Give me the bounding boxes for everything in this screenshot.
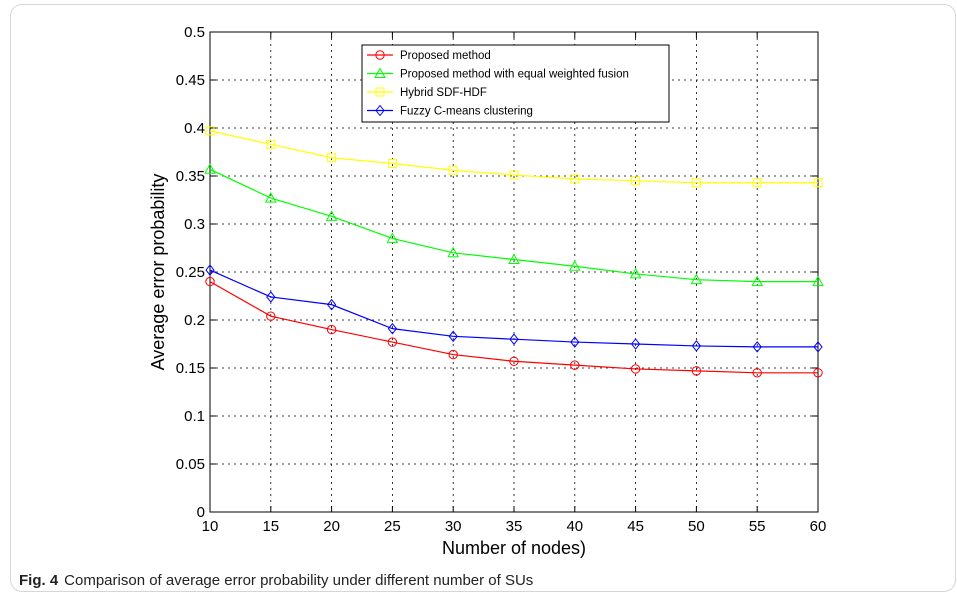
legend-entry: Fuzzy C-means clustering bbox=[367, 104, 533, 118]
data-point bbox=[386, 232, 399, 243]
data-point bbox=[508, 253, 520, 265]
y-tick-label: 0.3 bbox=[184, 216, 205, 233]
data-point bbox=[812, 275, 824, 287]
data-point bbox=[448, 165, 458, 175]
data-point bbox=[813, 341, 823, 353]
data-point bbox=[691, 366, 702, 376]
series-2 bbox=[204, 163, 824, 287]
data-point bbox=[752, 368, 762, 378]
y-tick-label: 0.45 bbox=[176, 72, 205, 89]
y-tick-label: 0.35 bbox=[176, 168, 205, 185]
y-tick-label: 0.5 bbox=[184, 24, 205, 41]
x-tick-label: 55 bbox=[749, 518, 766, 535]
data-point bbox=[752, 178, 762, 188]
data-point bbox=[327, 153, 337, 163]
data-point bbox=[568, 260, 581, 271]
axis-ticks: 10 15 20 25 30 35 40 45 50 55 60 0 0.05 0.1 0.15 0.2 0.2… bbox=[176, 24, 827, 535]
series-line bbox=[209, 269, 818, 348]
data-point bbox=[630, 338, 641, 350]
data-point bbox=[570, 360, 580, 370]
figure-caption: Fig. 4 Comparison of average error probab… bbox=[19, 572, 533, 589]
data-point bbox=[752, 341, 762, 353]
data-point bbox=[509, 356, 519, 366]
data-point bbox=[509, 333, 519, 346]
data-point bbox=[570, 174, 580, 184]
series-4 bbox=[205, 264, 823, 353]
data-point bbox=[387, 322, 398, 335]
data-point bbox=[691, 340, 702, 352]
data-point bbox=[205, 276, 215, 287]
series-line bbox=[209, 168, 818, 283]
legend-box bbox=[361, 44, 670, 123]
figure-label: Fig. 4 bbox=[19, 572, 59, 589]
data-point bbox=[691, 178, 701, 188]
series-1 bbox=[205, 276, 823, 378]
data-point bbox=[813, 178, 823, 188]
data-point bbox=[631, 176, 641, 186]
legend-entry: Proposed method bbox=[367, 50, 491, 62]
x-tick-label: 25 bbox=[384, 518, 401, 535]
data-point bbox=[205, 264, 215, 276]
data-point bbox=[205, 126, 215, 136]
data-point bbox=[751, 275, 764, 287]
legend-marker bbox=[375, 104, 385, 117]
data-point bbox=[447, 246, 460, 258]
y-tick-label: 0.05 bbox=[176, 456, 205, 473]
x-tick-label: 10 bbox=[202, 518, 219, 535]
x-tick-label: 15 bbox=[262, 518, 279, 535]
y-tick-label: 0 bbox=[197, 504, 205, 521]
legend-label: Fuzzy C-means clustering bbox=[400, 106, 533, 118]
data-point bbox=[204, 163, 216, 174]
data-point bbox=[570, 336, 580, 348]
y-tick-label: 0.1 bbox=[184, 408, 205, 425]
x-tick-label: 50 bbox=[688, 518, 705, 535]
legend-marker bbox=[375, 50, 385, 60]
y-axis-title: Average error probability bbox=[148, 174, 168, 371]
figure-caption-text: Comparison of average error probability … bbox=[64, 572, 534, 589]
line-chart: 10 15 20 25 30 35 40 45 50 55 60 0 0.05 0.1 0.15 0.2 0.2… bbox=[148, 24, 827, 558]
data-point bbox=[448, 349, 458, 360]
legend-label: Proposed method with equal weighted fusi… bbox=[400, 69, 629, 81]
legend-label: Proposed method bbox=[400, 50, 491, 62]
data-point bbox=[448, 330, 458, 343]
data-point bbox=[387, 159, 397, 169]
data-point bbox=[326, 298, 337, 311]
y-tick-label: 0.15 bbox=[176, 360, 205, 377]
legend-marker bbox=[375, 87, 385, 97]
data-point bbox=[690, 273, 703, 285]
data-point bbox=[629, 267, 642, 279]
data-point bbox=[266, 311, 276, 321]
x-tick-label: 40 bbox=[566, 518, 583, 535]
x-axis-title: Number of nodes) bbox=[442, 538, 586, 558]
data-point bbox=[813, 368, 823, 378]
data-point bbox=[264, 192, 277, 203]
series-group bbox=[204, 126, 824, 378]
data-point bbox=[325, 210, 338, 221]
series-line bbox=[209, 130, 818, 184]
x-tick-label: 60 bbox=[810, 518, 827, 535]
y-tick-label: 0.4 bbox=[184, 120, 205, 137]
data-point bbox=[509, 170, 519, 180]
data-point bbox=[266, 139, 276, 149]
y-tick-label: 0.2 bbox=[184, 312, 205, 329]
data-point bbox=[387, 337, 398, 347]
series-line bbox=[209, 281, 818, 374]
legend-entry: Proposed method with equal weighted fusi… bbox=[367, 67, 629, 81]
legend-label: Hybrid SDF-HDF bbox=[400, 87, 487, 99]
data-point bbox=[630, 364, 641, 374]
legend-entry: Hybrid SDF-HDF bbox=[367, 87, 487, 99]
legend-marker bbox=[374, 67, 386, 78]
x-tick-label: 20 bbox=[323, 518, 340, 535]
data-point bbox=[326, 324, 337, 335]
x-tick-label: 35 bbox=[506, 518, 523, 535]
x-tick-label: 30 bbox=[445, 518, 462, 535]
data-point bbox=[266, 291, 276, 303]
legend: Proposed method Proposed method with equa… bbox=[361, 44, 670, 123]
series-3 bbox=[205, 126, 823, 188]
y-tick-label: 0.25 bbox=[176, 264, 205, 281]
x-tick-label: 45 bbox=[627, 518, 644, 535]
